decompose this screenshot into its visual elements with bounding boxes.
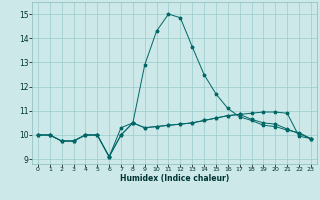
X-axis label: Humidex (Indice chaleur): Humidex (Indice chaleur) [120, 174, 229, 183]
